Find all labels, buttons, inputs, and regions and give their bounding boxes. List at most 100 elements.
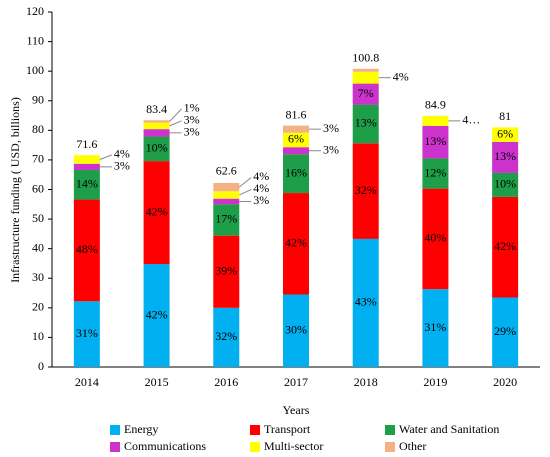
y-tick-label: 20 xyxy=(32,300,44,314)
bar-segment xyxy=(422,158,449,189)
bar-segment xyxy=(283,125,309,133)
leader-line xyxy=(238,177,252,188)
data-label: 3% xyxy=(184,125,200,139)
legend-swatch xyxy=(110,442,120,452)
bar-segment xyxy=(213,235,240,308)
data-label: 4% xyxy=(253,181,269,195)
y-tick-label: 90 xyxy=(32,93,44,107)
bar-segment xyxy=(73,199,100,302)
data-label: 42% xyxy=(285,236,307,250)
data-label: 31% xyxy=(76,326,98,340)
bar-segment xyxy=(422,115,449,126)
x-tick-label: 2016 xyxy=(214,375,238,389)
total-label: 83.4 xyxy=(146,102,167,116)
data-label: 48% xyxy=(76,242,98,256)
data-label: 16% xyxy=(285,165,307,179)
leader-line xyxy=(99,154,113,160)
x-tick-label: 2019 xyxy=(423,375,447,389)
bar-segment xyxy=(283,154,309,194)
data-label: 1% xyxy=(184,101,200,115)
data-label: 3% xyxy=(184,113,200,127)
leader-line xyxy=(169,108,182,122)
legend-label: Communications xyxy=(124,439,206,453)
y-tick-label: 110 xyxy=(26,33,44,47)
y-tick-label: 10 xyxy=(32,329,44,343)
y-tick-label: 0 xyxy=(38,359,44,373)
bar-segment xyxy=(283,193,309,295)
bar-segment xyxy=(352,143,379,239)
y-tick-label: 70 xyxy=(32,152,44,166)
bar-segment xyxy=(143,161,170,265)
data-label: 40% xyxy=(424,231,446,245)
data-label: 10% xyxy=(146,141,168,155)
total-label: 62.6 xyxy=(216,164,237,178)
bar-segment xyxy=(283,147,309,155)
legend-swatch xyxy=(110,425,120,435)
data-label: 3% xyxy=(323,121,339,135)
y-tick-label: 60 xyxy=(32,181,44,195)
x-tick-label: 2020 xyxy=(493,375,517,389)
bar-segment xyxy=(73,163,100,170)
x-axis-label: Years xyxy=(283,403,310,417)
data-label: 17% xyxy=(215,212,237,226)
data-label: 3% xyxy=(253,193,269,207)
data-label: 7% xyxy=(358,86,374,100)
bar-segment xyxy=(352,238,379,367)
bar-segment xyxy=(213,191,240,199)
bar-segment xyxy=(492,141,519,173)
bar-segment xyxy=(213,204,240,236)
data-label: 6% xyxy=(288,132,304,146)
y-axis-label: Infrastructure funding ( USD, billions) xyxy=(8,97,22,283)
data-label: 31% xyxy=(424,320,446,334)
bar-segment xyxy=(422,188,449,290)
legend-label: Water and Sanitation xyxy=(399,422,499,436)
bar-segment xyxy=(352,71,379,84)
bar-segment xyxy=(492,172,519,197)
x-tick-label: 2017 xyxy=(284,375,308,389)
y-tick-label: 100 xyxy=(26,63,44,77)
data-label: 42% xyxy=(494,239,516,253)
bar-segment xyxy=(422,289,449,367)
data-label: 42% xyxy=(146,204,168,218)
y-tick-label: 50 xyxy=(32,211,44,225)
data-label: 14% xyxy=(76,177,98,191)
x-tick-label: 2014 xyxy=(75,375,99,389)
data-label: 6% xyxy=(497,126,513,140)
legend-label: Transport xyxy=(264,422,311,436)
bar-segment xyxy=(492,297,519,367)
x-tick-label: 2018 xyxy=(354,375,378,389)
total-label: 71.6 xyxy=(76,137,97,151)
bar-segment xyxy=(492,127,519,142)
data-label: 32% xyxy=(215,329,237,343)
legend-swatch xyxy=(250,442,260,452)
bar-segment xyxy=(352,68,379,72)
data-label: 29% xyxy=(494,324,516,338)
bar-segment xyxy=(352,104,379,144)
y-tick-label: 30 xyxy=(32,270,44,284)
bar-segment xyxy=(422,125,449,159)
data-label: 13% xyxy=(355,116,377,130)
bar-segment xyxy=(143,264,170,367)
bar-segment xyxy=(73,301,100,367)
legend-label: Energy xyxy=(124,422,158,436)
bar-segment xyxy=(492,196,519,298)
legend-swatch xyxy=(385,425,395,435)
bar-segment xyxy=(283,132,309,148)
data-label: 3% xyxy=(323,142,339,156)
x-tick-label: 2015 xyxy=(145,375,169,389)
bar-segment xyxy=(73,155,100,164)
bar-segment xyxy=(73,169,100,200)
data-label: 32% xyxy=(355,183,377,197)
bar-segment xyxy=(283,294,309,367)
legend-swatch xyxy=(250,425,260,435)
data-label: 39% xyxy=(215,263,237,277)
leader-line xyxy=(169,120,182,127)
data-label: 4% xyxy=(253,169,269,183)
total-label: 84.9 xyxy=(425,98,446,112)
data-label: 4… xyxy=(462,113,480,127)
data-label: 10% xyxy=(494,177,516,191)
data-label: 12% xyxy=(424,165,446,179)
total-label: 81 xyxy=(499,109,511,123)
leader-line xyxy=(239,189,252,196)
data-label: 43% xyxy=(355,295,377,309)
